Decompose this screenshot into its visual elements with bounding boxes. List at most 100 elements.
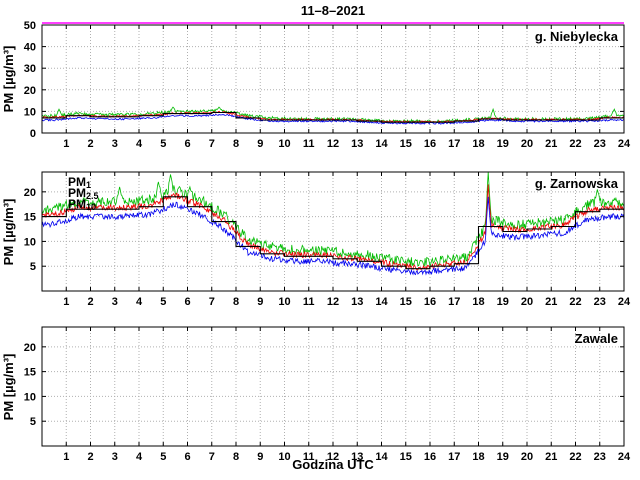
svg-text:10: 10	[24, 106, 36, 118]
svg-text:12: 12	[327, 296, 339, 308]
svg-text:6: 6	[184, 451, 190, 463]
svg-text:9: 9	[257, 296, 263, 308]
svg-text:15: 15	[24, 367, 36, 379]
svg-text:9: 9	[257, 451, 263, 463]
svg-text:5: 5	[30, 416, 36, 428]
svg-text:20: 20	[24, 187, 36, 199]
svg-text:15: 15	[400, 296, 412, 308]
svg-text:PM10: PM10	[68, 197, 96, 212]
svg-text:24: 24	[618, 451, 631, 463]
svg-text:24: 24	[618, 296, 631, 308]
svg-text:16: 16	[424, 451, 436, 463]
svg-text:19: 19	[497, 451, 509, 463]
svg-text:13: 13	[351, 296, 363, 308]
svg-text:6: 6	[184, 138, 190, 150]
svg-text:1: 1	[63, 138, 69, 150]
y-axis-label-bottom: PM [µg/m³]	[1, 354, 16, 421]
svg-text:23: 23	[594, 451, 606, 463]
svg-text:20: 20	[521, 296, 533, 308]
svg-text:8: 8	[233, 138, 239, 150]
svg-text:0: 0	[30, 128, 36, 140]
svg-text:11: 11	[303, 296, 315, 308]
station-label-zawale: Zawale	[575, 331, 618, 346]
svg-text:12: 12	[327, 138, 339, 150]
svg-text:4: 4	[136, 451, 143, 463]
svg-text:22: 22	[569, 138, 581, 150]
svg-text:3: 3	[112, 138, 118, 150]
svg-text:15: 15	[24, 212, 36, 224]
svg-text:20: 20	[24, 342, 36, 354]
svg-text:10: 10	[278, 296, 290, 308]
svg-text:7: 7	[209, 138, 215, 150]
svg-text:10: 10	[24, 236, 36, 248]
svg-text:21: 21	[545, 296, 557, 308]
svg-text:2: 2	[87, 138, 93, 150]
svg-text:3: 3	[112, 451, 118, 463]
svg-text:10: 10	[278, 451, 290, 463]
svg-text:6: 6	[184, 296, 190, 308]
svg-text:10: 10	[24, 391, 36, 403]
svg-text:20: 20	[521, 138, 533, 150]
svg-text:13: 13	[351, 138, 363, 150]
svg-text:2: 2	[87, 296, 93, 308]
y-axis-label-top: PM [µg/m³]	[1, 46, 16, 113]
svg-text:5: 5	[160, 296, 166, 308]
panel-plot-1: 1 2 3 4 5 6 7 8 9 10 11 12 13 14 15 16 17 18 19 20 21 22 23 245…	[24, 171, 631, 308]
svg-text:16: 16	[424, 138, 436, 150]
svg-text:5: 5	[160, 451, 166, 463]
svg-text:20: 20	[521, 451, 533, 463]
panel-plot-0: 1 2 3 4 5 6 7 8 9 10 11 12 13 14 15 16 17 18 19 20 21 22 23 240…	[24, 20, 631, 150]
svg-text:21: 21	[545, 451, 557, 463]
svg-text:40: 40	[24, 42, 36, 54]
svg-text:23: 23	[594, 296, 606, 308]
svg-text:14: 14	[375, 451, 388, 463]
panel-plot-2: 1 2 3 4 5 6 7 8 9 10 11 12 13 14 15 16 17 18 19 20 21 22 23 245…	[24, 326, 631, 463]
svg-text:17: 17	[448, 138, 460, 150]
chart-title: 11–8–2021	[301, 3, 365, 18]
svg-text:21: 21	[545, 138, 557, 150]
svg-text:19: 19	[497, 296, 509, 308]
svg-text:5: 5	[160, 138, 166, 150]
svg-text:22: 22	[569, 451, 581, 463]
svg-text:10: 10	[278, 138, 290, 150]
svg-text:12: 12	[327, 451, 339, 463]
svg-text:11: 11	[303, 451, 315, 463]
svg-text:PM1: PM1	[68, 175, 91, 190]
svg-text:17: 17	[448, 296, 460, 308]
svg-text:8: 8	[233, 296, 239, 308]
svg-text:20: 20	[24, 85, 36, 97]
svg-text:13: 13	[351, 451, 363, 463]
svg-text:50: 50	[24, 20, 36, 32]
svg-text:16: 16	[424, 296, 436, 308]
svg-text:24: 24	[618, 138, 631, 150]
svg-text:14: 14	[375, 138, 388, 150]
station-label-niebylecka: g. Niebylecka	[535, 29, 619, 44]
svg-text:18: 18	[472, 296, 484, 308]
svg-text:4: 4	[136, 296, 143, 308]
svg-text:9: 9	[257, 138, 263, 150]
svg-text:4: 4	[136, 138, 143, 150]
y-axis-label-middle: PM [µg/m³]	[1, 199, 16, 266]
svg-text:7: 7	[209, 451, 215, 463]
svg-text:23: 23	[594, 138, 606, 150]
svg-text:18: 18	[472, 138, 484, 150]
svg-text:PM2.5: PM2.5	[68, 186, 99, 201]
svg-text:19: 19	[497, 138, 509, 150]
svg-text:8: 8	[233, 451, 239, 463]
svg-text:1: 1	[63, 296, 69, 308]
svg-text:7: 7	[209, 296, 215, 308]
svg-text:15: 15	[400, 451, 412, 463]
svg-text:5: 5	[30, 261, 36, 273]
svg-text:15: 15	[400, 138, 412, 150]
svg-text:30: 30	[24, 63, 36, 75]
svg-text:14: 14	[375, 296, 388, 308]
svg-text:2: 2	[87, 451, 93, 463]
svg-text:3: 3	[112, 296, 118, 308]
station-label-zarnowska: g. Zarnowska	[535, 176, 619, 191]
x-axis-label: Godzina UTC	[292, 457, 374, 472]
svg-text:17: 17	[448, 451, 460, 463]
svg-text:18: 18	[472, 451, 484, 463]
svg-text:1: 1	[63, 451, 69, 463]
svg-text:22: 22	[569, 296, 581, 308]
